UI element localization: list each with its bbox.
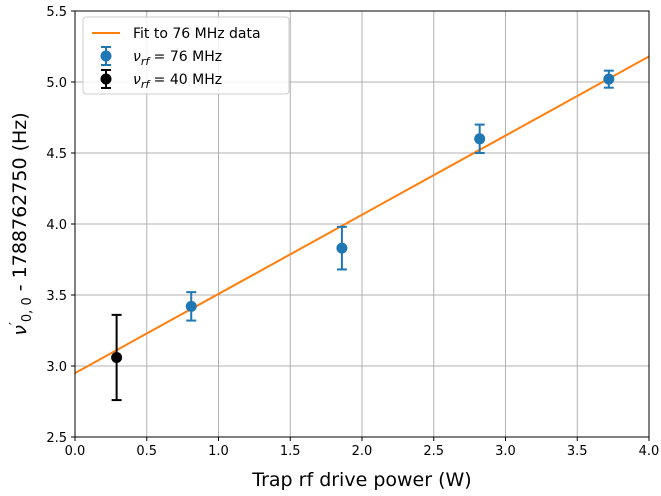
x-tick-label: 4.0 [639,444,660,459]
y-tick-label: 4.0 [46,218,67,233]
fit-series-line [75,55,649,374]
y-axis-symbol: ν [9,325,31,336]
legend-symbol: ν [133,49,141,65]
x-axis-label: Trap rf drive power (W) [251,469,471,491]
fit-line [75,55,649,374]
y-tick-label: 5.0 [46,76,67,91]
legend-marker [100,50,112,62]
legend-symbol: ν [133,72,141,88]
data-point [474,123,486,154]
data-point [111,313,123,402]
data-marker [474,133,486,145]
data-point [336,225,348,271]
axis-ticks: 0.0 0.5 1.0 1.5 2.0 2.5 3.0 3.5 4.0 2.5 3.0 3.5 4.0 4… [46,5,659,459]
data-point [185,291,197,322]
data-marker [603,73,615,85]
data-point [603,69,615,89]
x-tick-label: 3.5 [567,444,588,459]
y-axis-prime: ′ [8,322,23,325]
data-marker [336,242,348,254]
x-tick-label: 1.5 [280,444,301,459]
legend-box [82,16,290,95]
y-tick-label: 3.5 [46,289,67,304]
legend-subscript: rf [141,55,152,68]
legend-rest: = 76 MHz [149,49,222,65]
y-axis-label: ν′0, 0 - 1788762750 (Hz) [8,112,35,335]
y-tick-label: 4.5 [46,147,67,162]
legend-subscript: rf [141,78,152,91]
y-axis-rest: - 1788762750 (Hz) [9,112,31,297]
x-tick-label: 3.0 [495,444,516,459]
data-marker [185,300,197,312]
y-tick-label: 3.0 [46,360,67,375]
data-marker [111,351,123,363]
legend-label-series: νrf = 76 MHz [133,49,222,68]
x-tick-label: 2.0 [352,444,373,459]
x-tick-label: 0.5 [136,444,157,459]
x-tick-label: 1.0 [208,444,229,459]
legend-label-series: νrf = 40 MHz [133,72,222,91]
y-axis-subscript: 0, 0 [20,297,35,322]
y-tick-label: 5.5 [46,5,67,20]
data-points [111,69,615,402]
legend-label-fit: Fit to 76 MHz data [133,26,261,42]
x-tick-label: 0.0 [65,444,86,459]
legend-rest: = 40 MHz [149,72,222,88]
x-tick-label: 2.5 [423,444,444,459]
legend-marker [100,73,112,85]
y-tick-label: 2.5 [46,431,67,446]
